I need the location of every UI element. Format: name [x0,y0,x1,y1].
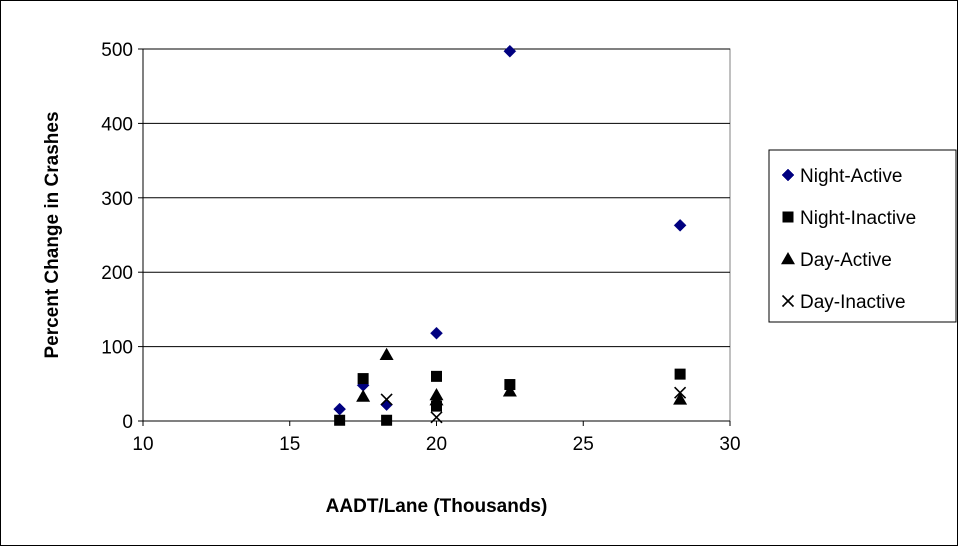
x-tick-label: 10 [132,434,153,455]
night-active-point [503,44,517,58]
legend-box [768,149,957,323]
x-tick-label: 15 [279,434,300,455]
y-tick-label: 500 [101,40,133,61]
x-tick-label: 30 [719,434,740,455]
x-axis-title: AADT/Lane (Thousands) [326,496,548,517]
night-inactive-point [431,400,442,412]
legend-label-day-inactive: Day-Inactive [800,292,906,313]
night-inactive-point [381,414,393,426]
night-active-point [430,326,443,340]
y-tick-label: 0 [122,412,133,433]
day-active-point [429,393,444,406]
y-axis-title: Percent Change in Crashes [42,111,63,358]
day-active-point [673,392,688,405]
data-points [333,44,688,426]
y-tick-label: 400 [101,114,133,135]
night-inactive-point [334,414,346,426]
day-active-point [379,347,394,361]
plot-area [142,48,731,422]
night-inactive-point [357,373,369,385]
night-inactive-point [431,370,442,382]
day-inactive-point [430,411,443,424]
y-tick-label: 100 [101,338,133,359]
axes: 0 100 200 300 400 500 10 15 20 25 30 [101,40,740,455]
legend-marker-day-active [781,252,795,265]
legend-label-night-inactive: Night-Inactive [800,208,916,229]
y-tick-label: 300 [101,189,133,210]
legend-marker-day-inactive [781,294,795,308]
night-active-point [673,218,687,232]
y-tick-label: 200 [101,263,133,284]
legend-marker-night-active [781,168,795,182]
day-active-point [502,384,517,397]
day-inactive-point [674,386,687,399]
legend-label-night-active: Night-Active [800,166,902,187]
gridlines [143,48,730,348]
night-inactive-point [674,368,686,380]
legend-marker-night-inactive [782,211,794,223]
legend: Night-Active Night-Inactive Day-Active Day-… [768,149,957,323]
day-inactive-point [380,393,393,406]
x-tick-label: 20 [426,434,447,455]
legend-label-day-active: Day-Active [800,250,892,271]
day-active-point [356,389,371,402]
x-tick-label: 25 [573,434,594,455]
